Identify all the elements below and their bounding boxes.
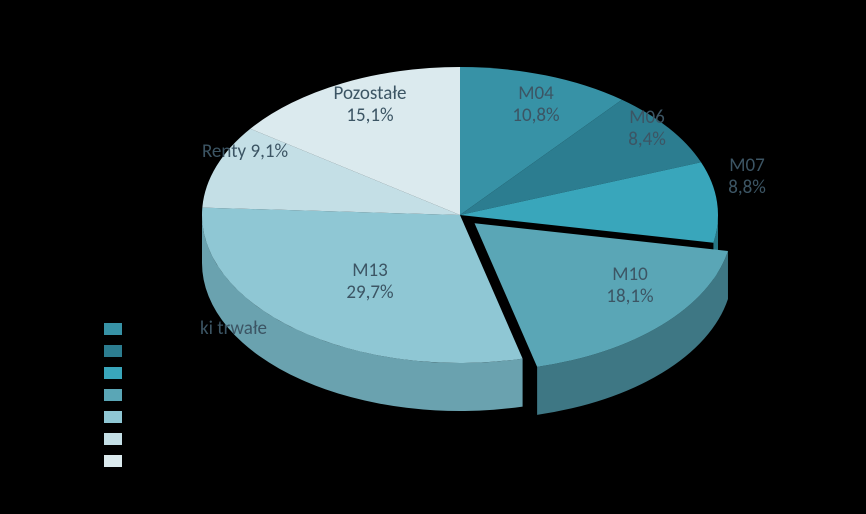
legend-item [104, 428, 130, 450]
legend-item [104, 450, 130, 472]
legend-swatch [104, 455, 122, 467]
legend-item [104, 384, 130, 406]
legend [104, 318, 130, 472]
slice-label-m06: M068,4% [628, 107, 666, 152]
legend-swatch [104, 389, 122, 401]
legend-swatch [104, 323, 122, 335]
legend-swatch [104, 345, 122, 357]
legend-item [104, 362, 130, 384]
legend-swatch [104, 411, 122, 423]
legend-swatch [104, 367, 122, 379]
slice-label-m10: M1018,1% [606, 264, 653, 309]
legend-item [104, 406, 130, 428]
legend-swatch [104, 433, 122, 445]
overflow-text: ki trwałe [200, 318, 267, 340]
slice-label-m07: M078,8% [728, 155, 766, 200]
slice-label-m04: M0410,8% [512, 83, 559, 128]
slice-label-renty: Renty 9,1% [202, 141, 288, 163]
legend-item [104, 340, 130, 362]
slice-label-m13: M1329,7% [346, 260, 393, 305]
legend-item [104, 318, 130, 340]
slice-label-pozostale: Pozostałe15,1% [334, 83, 407, 128]
pie-chart-3d: { "chart": { "type": "pie-3d", "center":… [0, 0, 866, 514]
